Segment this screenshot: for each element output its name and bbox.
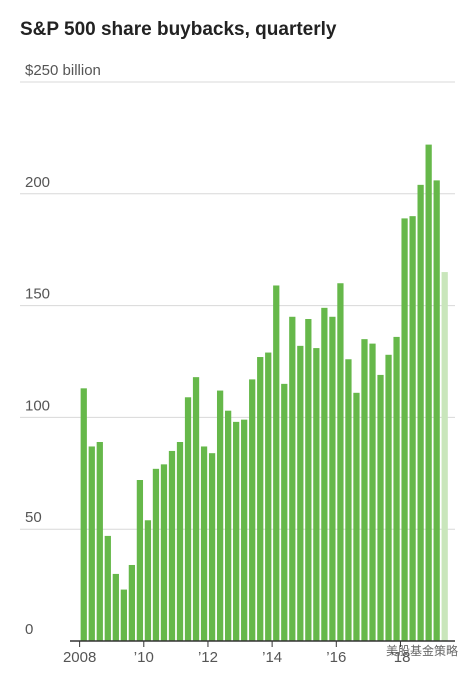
bar — [144, 520, 152, 641]
y-tick-label: 0 — [25, 621, 33, 638]
bar — [329, 316, 336, 641]
bar — [401, 218, 408, 641]
bar — [208, 453, 216, 641]
x-tick-label: ’12 — [198, 649, 218, 666]
chart-title: S&P 500 share buybacks, quarterly — [20, 19, 337, 40]
bar — [409, 216, 416, 641]
bar — [417, 184, 424, 641]
bar — [184, 397, 192, 641]
y-tick-label: 100 — [25, 397, 50, 414]
bar — [136, 480, 144, 641]
watermark: 美股基金策略 — [386, 643, 458, 658]
x-tick-label: ’16 — [326, 649, 346, 666]
bar — [200, 446, 208, 641]
x-tick-label: ’10 — [134, 649, 154, 666]
bar — [160, 464, 168, 641]
bar — [176, 441, 184, 641]
bar — [112, 573, 119, 641]
bar — [257, 357, 264, 641]
bar — [249, 379, 256, 641]
bar — [128, 564, 136, 641]
y-tick-label: 200 — [25, 174, 50, 191]
x-tick-label: ’18 — [390, 649, 410, 666]
bar — [313, 348, 320, 641]
bar — [337, 283, 344, 641]
bar — [192, 377, 200, 641]
bar — [225, 410, 232, 641]
bar — [353, 392, 360, 641]
bar — [369, 343, 376, 641]
bar — [120, 589, 127, 641]
bar — [152, 468, 160, 641]
bar — [433, 180, 440, 641]
bar — [361, 339, 368, 641]
bar — [104, 535, 111, 641]
y-tick-label: $250 billion — [25, 62, 101, 79]
bar — [385, 354, 392, 641]
bar — [345, 359, 352, 641]
bar — [305, 319, 312, 641]
bar — [216, 390, 224, 641]
bar — [233, 421, 240, 641]
bar — [441, 272, 448, 641]
x-tick-label: 2008 — [63, 649, 96, 666]
y-tick-label: 50 — [25, 509, 42, 526]
bar — [265, 352, 272, 641]
bar — [377, 374, 384, 641]
bar — [273, 285, 280, 641]
bar — [88, 446, 95, 641]
bar — [168, 450, 176, 641]
bar — [297, 345, 304, 641]
bar — [393, 336, 400, 641]
bar — [80, 388, 87, 641]
bar — [425, 144, 432, 641]
bar — [281, 383, 288, 641]
y-tick-label: 150 — [25, 286, 50, 303]
bar — [241, 419, 248, 641]
x-tick-label: ’14 — [262, 649, 282, 666]
bar — [289, 316, 296, 641]
bar — [321, 307, 328, 641]
bar — [96, 441, 103, 641]
